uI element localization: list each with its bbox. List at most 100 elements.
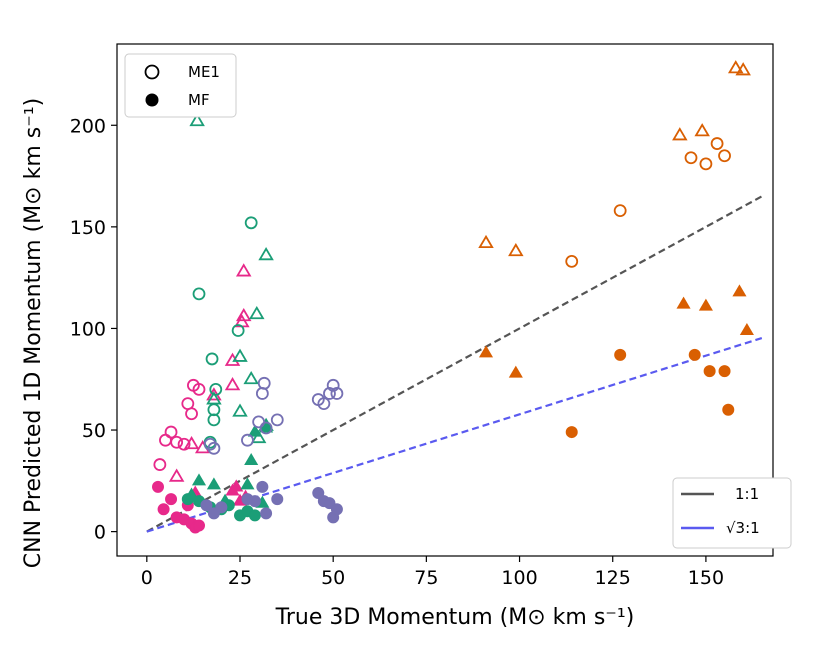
- pink-point-13: [224, 377, 241, 391]
- x-tick-label-25: 25: [228, 567, 252, 589]
- teal-point-15: [258, 247, 274, 261]
- y-tick-label-200: 200: [70, 115, 106, 137]
- purple-point-10: [323, 387, 336, 400]
- orange-point-20: [676, 296, 691, 309]
- teal-point-7: [244, 216, 258, 230]
- teal-point-10: [232, 348, 248, 362]
- orange-point-10: [727, 60, 744, 74]
- y-tick-label-100: 100: [70, 318, 106, 340]
- reference-lines: [146, 195, 763, 533]
- teal-point-6: [231, 324, 245, 337]
- axis-ticks: 0 25 50 75 100 125 150 0 50 100 150 200: [70, 115, 724, 589]
- x-tick-label-75: 75: [414, 567, 438, 589]
- x-tick-label-50: 50: [321, 567, 345, 589]
- purple-point-6: [259, 421, 273, 435]
- orange-point-21: [698, 298, 713, 311]
- orange-point-19: [508, 365, 523, 378]
- reference-line-1: [146, 337, 763, 533]
- pink-point-26: [193, 519, 205, 532]
- purple-point-1: [207, 441, 221, 455]
- plot-frame: [116, 43, 774, 557]
- orange-point-18: [478, 345, 494, 358]
- teal-point-30: [244, 453, 259, 466]
- orange-point-3: [699, 157, 713, 171]
- pink-point-14: [224, 352, 241, 366]
- teal-point-4: [207, 413, 221, 427]
- legend-label-mf: MF: [188, 91, 210, 109]
- purple-point-5: [257, 376, 271, 390]
- pink-point-3: [170, 435, 184, 449]
- teal-point-0: [192, 287, 206, 301]
- data-points: [152, 60, 754, 534]
- y-tick-label-150: 150: [70, 217, 106, 239]
- pink-point-6: [185, 407, 198, 421]
- pink-point-9: [168, 468, 185, 482]
- pink-point-20: [165, 493, 178, 506]
- teal-point-11: [232, 403, 248, 417]
- reference-line-0: [146, 195, 763, 533]
- purple-point-12: [330, 387, 344, 400]
- orange-point-1: [613, 204, 627, 218]
- teal-point-14: [250, 429, 267, 444]
- orange-point-22: [732, 284, 747, 297]
- teal-point-33: [259, 420, 274, 433]
- teal-point-29: [240, 477, 255, 490]
- purple-point-17: [248, 495, 261, 508]
- teal-point-26: [191, 473, 207, 486]
- teal-point-8: [189, 112, 205, 127]
- y-tick-label-0: 0: [94, 522, 106, 544]
- purple-point-0: [203, 437, 217, 451]
- x-tick-label-125: 125: [595, 567, 631, 589]
- legend-open-marker: [144, 64, 160, 80]
- pink-point-31: [229, 479, 244, 492]
- teal-point-13: [249, 305, 265, 320]
- purple-point-15: [215, 501, 228, 514]
- pink-point-17: [235, 263, 252, 277]
- purple-point-11: [326, 378, 340, 392]
- y-axis-label: CNN Predicted 1D Momentum (M⊙ km s⁻¹): [21, 98, 46, 568]
- orange-point-17: [722, 403, 735, 416]
- pink-point-18: [152, 480, 164, 493]
- x-axis-label: True 3D Momentum (M⊙ km s⁻¹): [275, 605, 635, 630]
- orange-point-23: [739, 322, 754, 336]
- purple-point-7: [270, 413, 284, 427]
- orange-point-11: [735, 62, 751, 76]
- orange-point-15: [703, 365, 716, 378]
- orange-point-13: [614, 348, 627, 361]
- purple-point-18: [256, 480, 269, 493]
- pink-point-4: [177, 437, 191, 451]
- plot-area-border: [116, 43, 774, 557]
- orange-point-7: [508, 242, 524, 257]
- pink-point-2: [164, 425, 178, 439]
- orange-point-12: [565, 426, 578, 439]
- teal-point-27: [206, 477, 221, 490]
- line-legend: 1:1 √3:1: [672, 477, 792, 549]
- line-legend-box: [672, 477, 792, 549]
- legend-label-me1: ME1: [188, 63, 220, 81]
- orange-point-8: [672, 127, 688, 141]
- legend-filled-marker: [145, 93, 159, 107]
- teal-point-12: [243, 370, 259, 385]
- x-tick-label-100: 100: [501, 567, 537, 589]
- orange-point-6: [478, 234, 494, 249]
- orange-point-0: [565, 254, 579, 268]
- purple-point-3: [252, 415, 266, 429]
- marker-legend: ME1 MF: [124, 53, 237, 118]
- legend-label-sqrt3: √3:1: [726, 519, 760, 537]
- pink-point-19: [157, 503, 170, 516]
- purple-point-9: [317, 397, 331, 411]
- pink-point-10: [183, 435, 200, 450]
- orange-point-9: [694, 123, 710, 137]
- x-tick-label-150: 150: [688, 567, 724, 589]
- purple-point-19: [260, 507, 273, 520]
- orange-point-2: [684, 151, 698, 165]
- purple-point-20: [271, 493, 284, 506]
- teal-point-2: [205, 352, 219, 366]
- purple-point-2: [241, 433, 254, 447]
- purple-point-21: [312, 487, 325, 500]
- pink-point-8: [192, 382, 206, 396]
- purple-point-4: [255, 387, 269, 400]
- purple-point-25: [330, 503, 343, 516]
- orange-point-5: [718, 149, 731, 163]
